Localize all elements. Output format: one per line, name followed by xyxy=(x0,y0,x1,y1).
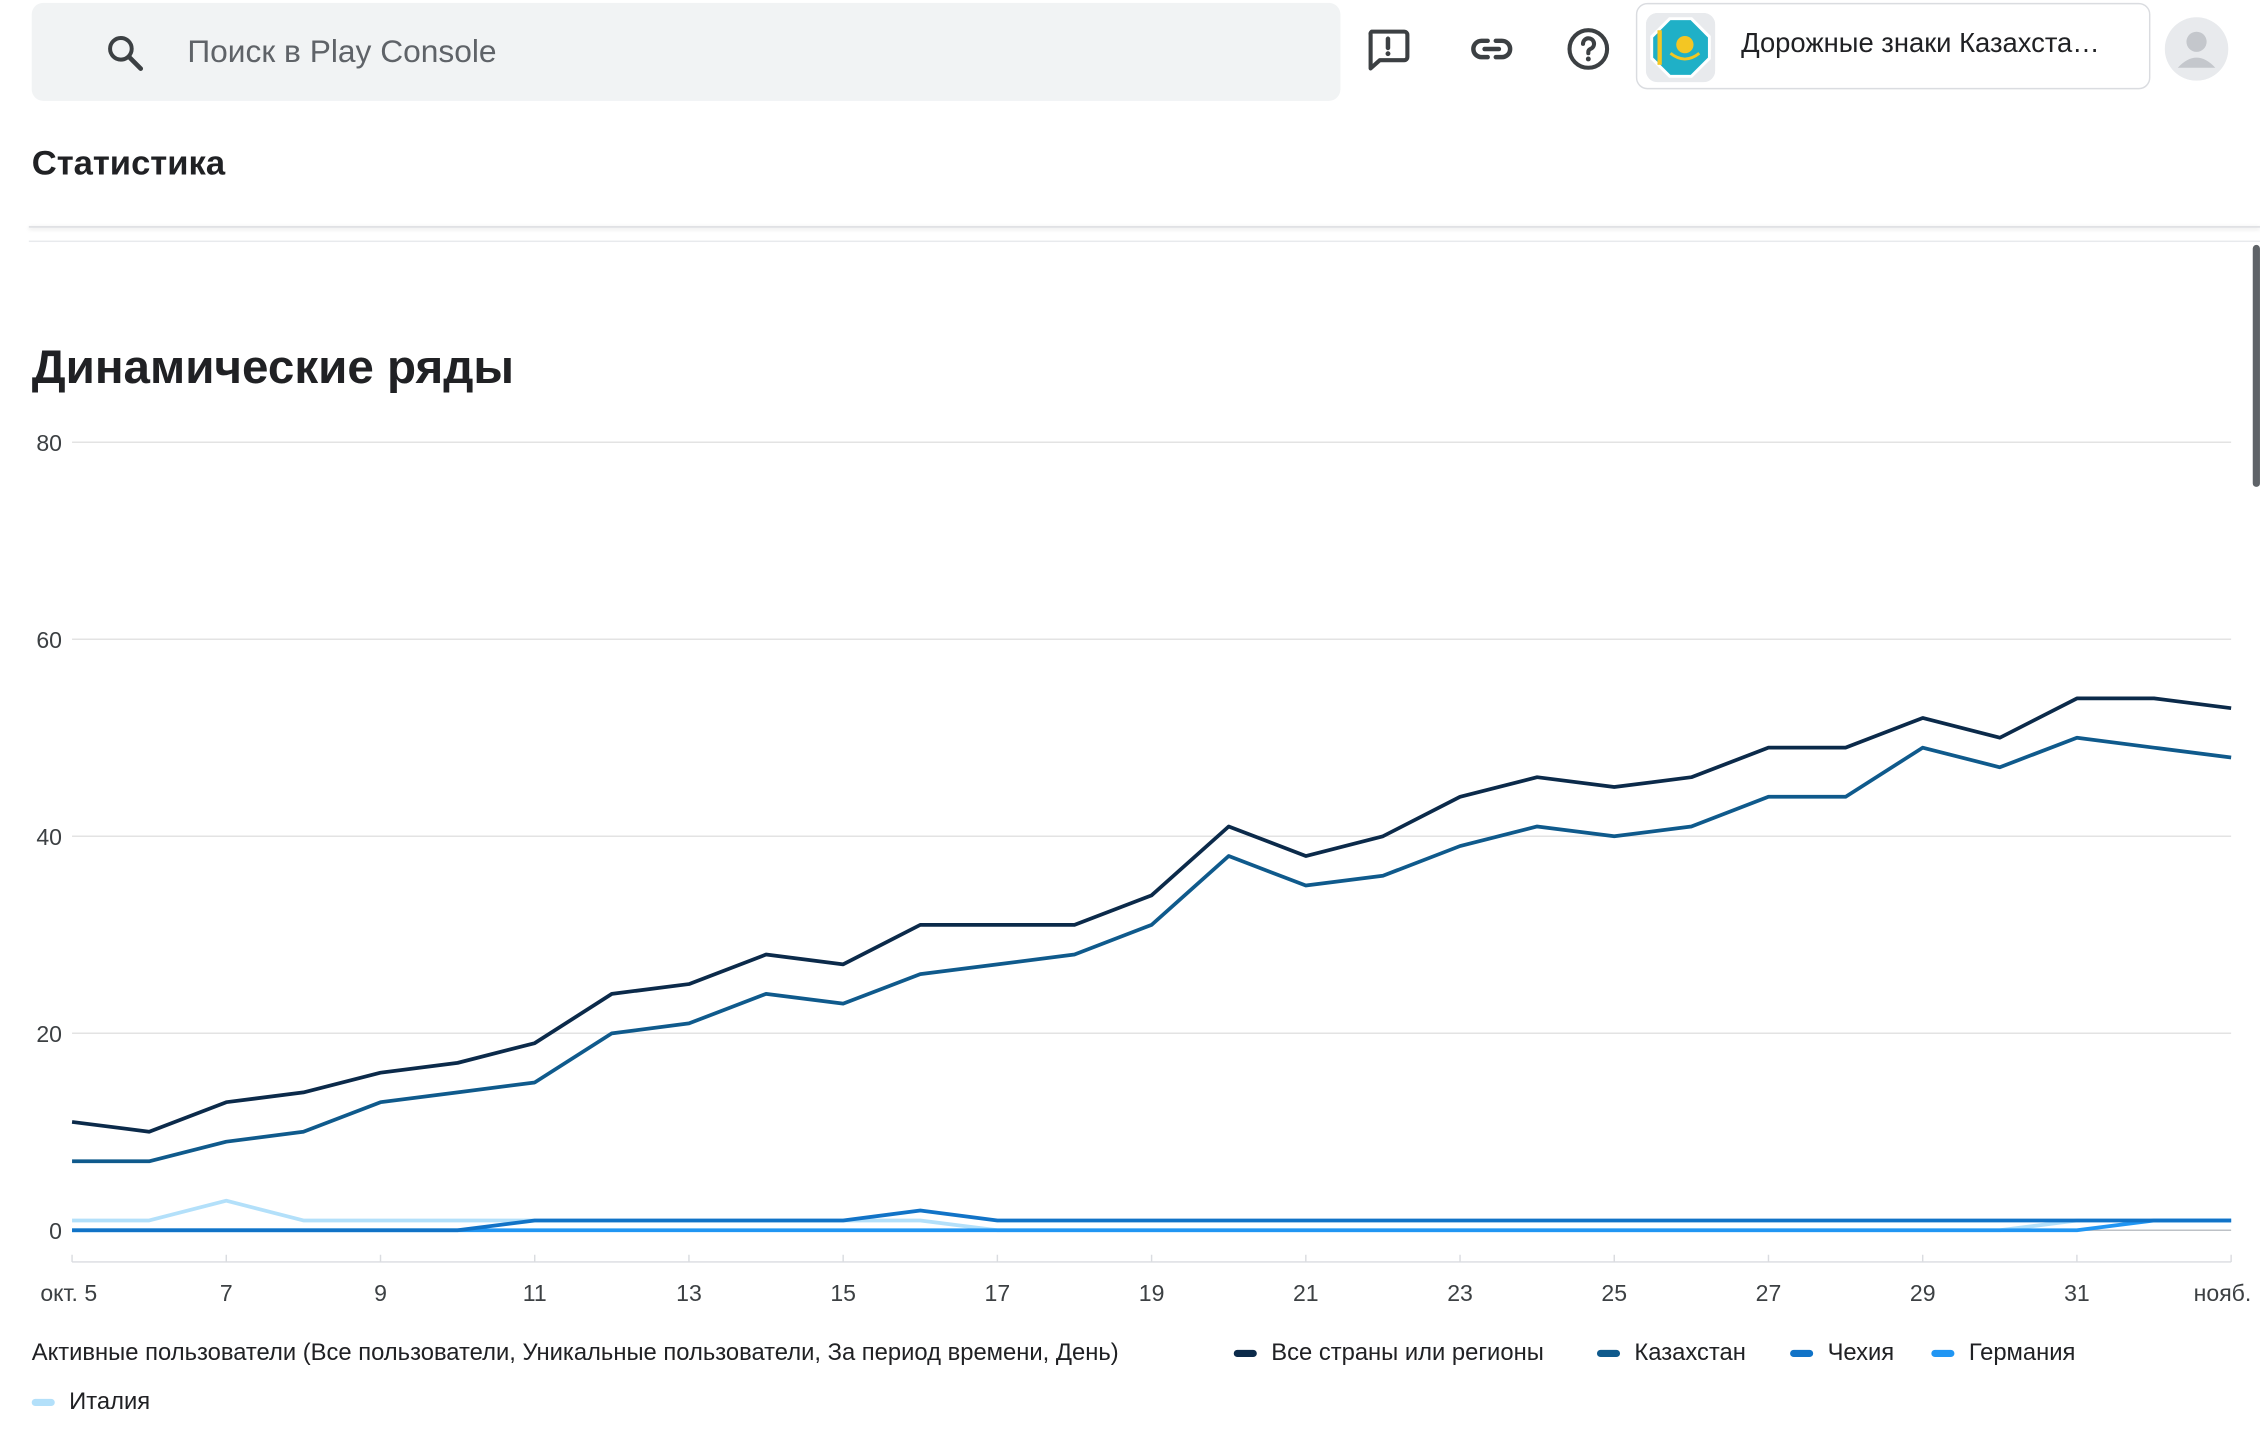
x-tick-label: 23 xyxy=(1447,1280,1473,1306)
page-title: Статистика xyxy=(31,144,226,183)
legend-label: Чехия xyxy=(1827,1339,1895,1366)
legend-swatch xyxy=(1233,1349,1257,1358)
series-line-1[interactable] xyxy=(72,735,2232,1164)
y-tick-label: 20 xyxy=(36,1021,62,1047)
x-tick-label: 19 xyxy=(1139,1280,1165,1306)
app-name: Дорожные знаки Казахста… xyxy=(1741,28,2100,60)
scrollbar[interactable] xyxy=(2252,244,2260,487)
series-line-2[interactable] xyxy=(72,1208,2232,1233)
legend-item[interactable]: Все страны или регионы xyxy=(1233,1339,1544,1367)
search-box[interactable] xyxy=(31,2,1341,101)
x-tick-label: 7 xyxy=(220,1280,233,1306)
section-title: Динамические ряды xyxy=(31,339,515,394)
legend-label: Италия xyxy=(69,1388,151,1415)
legend-title: Активные пользователи (Все пользователи,… xyxy=(31,1339,1119,1366)
feedback-icon xyxy=(1363,24,1412,80)
legend-swatch xyxy=(1931,1349,1955,1358)
x-tick-label: 21 xyxy=(1293,1280,1319,1306)
x-tick-label: 17 xyxy=(985,1280,1011,1306)
legend-item[interactable]: Италия xyxy=(31,1388,151,1416)
legend-swatch xyxy=(1790,1349,1814,1358)
x-tick-label: 15 xyxy=(830,1280,856,1306)
header-divider xyxy=(28,226,2260,228)
legend-label: Все страны или регионы xyxy=(1271,1339,1544,1366)
x-tick-label: 25 xyxy=(1601,1280,1627,1306)
legend-swatch xyxy=(1596,1349,1621,1358)
content-divider xyxy=(28,240,2260,243)
legend-label: Казахстан xyxy=(1634,1339,1746,1366)
link-icon xyxy=(1467,24,1516,80)
x-tick-label: 27 xyxy=(1756,1280,1782,1306)
app-selector[interactable]: Дорожные знаки Казахста… xyxy=(1635,2,2151,90)
top-bar: Дорожные знаки Казахста… xyxy=(0,0,2260,104)
x-tick-label: нояб. xyxy=(2194,1280,2252,1306)
legend-item[interactable]: Германия xyxy=(1931,1340,2075,1367)
legend-item[interactable]: Казахстан xyxy=(1596,1339,1746,1367)
series-line-4[interactable] xyxy=(72,1198,2232,1233)
series-line-0[interactable] xyxy=(71,696,2232,1134)
x-tick-label: окт. 5 xyxy=(40,1280,97,1306)
avatar[interactable] xyxy=(2164,17,2229,81)
legend-item[interactable]: Чехия xyxy=(1790,1340,1894,1367)
y-tick-label: 80 xyxy=(36,430,62,456)
app-icon xyxy=(1645,12,1716,83)
x-tick-label: 11 xyxy=(523,1280,547,1306)
y-tick-label: 40 xyxy=(36,824,62,850)
x-tick-label: 13 xyxy=(676,1280,702,1306)
search-icon[interactable] xyxy=(104,32,147,75)
avatar-icon xyxy=(2164,17,2229,81)
help-icon xyxy=(1564,24,1613,80)
x-tick-label: 9 xyxy=(374,1280,387,1306)
link-button[interactable] xyxy=(1460,20,1523,83)
help-button[interactable] xyxy=(1557,20,1620,83)
legend-label: Германия xyxy=(1968,1339,2076,1366)
search-input[interactable] xyxy=(187,23,1312,81)
time-series-chart[interactable]: 0 20 40 60 80 окт. 5 7 9 11 13 15 17 19 21 23 25 27 29 31 н… xyxy=(0,411,2260,1319)
y-tick-label: 60 xyxy=(36,627,62,653)
x-tick-label: 31 xyxy=(2064,1280,2090,1306)
legend-swatch xyxy=(31,1398,55,1407)
x-tick-label: 29 xyxy=(1910,1280,1936,1306)
feedback-button[interactable] xyxy=(1356,20,1419,83)
y-tick-label: 0 xyxy=(49,1218,62,1244)
